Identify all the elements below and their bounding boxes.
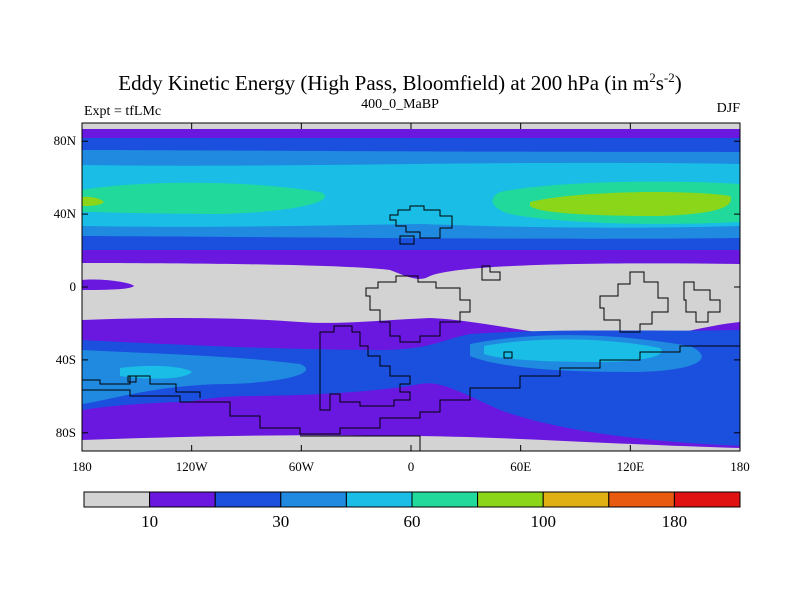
lon-tick-label: 120E (617, 459, 645, 474)
lon-tick-label: 180 (730, 459, 750, 474)
coastline-eurasia-north (389, 205, 453, 239)
colorbar-box (477, 491, 544, 508)
coastline-island-a (503, 351, 513, 359)
tongue-purple-west (82, 279, 134, 290)
colorbar-box (345, 491, 413, 508)
blob-cyan-indian (484, 339, 662, 362)
coastline-indonesia (683, 281, 721, 323)
coastline-island-b (127, 375, 137, 383)
lat-tick-label: 80S (56, 425, 76, 440)
coastline-arabia (481, 265, 501, 281)
colorbar-box (411, 491, 479, 508)
lon-tick-label: 180 (72, 459, 92, 474)
experiment-label: Expt = tfLMc (84, 104, 162, 119)
lat-tick-label: 40S (56, 352, 76, 367)
colorbar-box (149, 491, 216, 508)
colorbar-label: 100 (530, 512, 556, 531)
blob-lime-atlantic (82, 196, 104, 206)
colorbar-label: 10 (141, 512, 158, 531)
coastline-antarctic-rim (300, 435, 421, 451)
coastline-iberia (399, 235, 415, 245)
lat-tick-label: 40N (54, 206, 77, 221)
band-midblue-south (82, 350, 307, 404)
colorbar: 10 30 60 100 180 (83, 491, 741, 531)
colorbar-box (542, 491, 610, 508)
blob-cyan-south-west (120, 365, 192, 379)
lon-tick-label: 60E (510, 459, 531, 474)
colorbar-box (608, 491, 675, 508)
map-title: Eddy Kinetic Energy (High Pass, Bloomfie… (118, 70, 682, 95)
coastline-africa (365, 275, 471, 343)
coastline-antarctic-inner (82, 375, 201, 398)
coastline-australia (599, 271, 669, 333)
colorbar-box (83, 491, 151, 508)
latitude-axis: 80N 40N 0 40S 80S (54, 133, 740, 440)
blob-lime-pacific (530, 192, 731, 216)
colorbar-label: 180 (662, 512, 688, 531)
coastlines (82, 205, 740, 451)
season-label: DJF (716, 101, 740, 116)
lat-tick-label: 80N (54, 133, 77, 148)
map-subtitle: 400_0_MaBP (361, 97, 439, 112)
lon-tick-label: 0 (408, 459, 415, 474)
longitude-axis: 180 120W 60W 0 60E 120E 180 (72, 123, 750, 474)
coastline-south-america (319, 325, 411, 411)
band-grey-tropics (82, 263, 740, 342)
colorbar-box (214, 491, 282, 508)
colorbar-label: 30 (272, 512, 289, 531)
colorbar-box (673, 491, 741, 508)
coastline-antarctica (82, 345, 740, 435)
lat-tick-label: 0 (70, 279, 77, 294)
blob-green-atlantic (82, 182, 326, 214)
colorbar-label: 60 (404, 512, 421, 531)
colorbar-box (280, 491, 347, 508)
lon-tick-label: 120W (176, 459, 209, 474)
band-grey-pole-south (82, 435, 740, 451)
lon-tick-label: 60W (289, 459, 315, 474)
